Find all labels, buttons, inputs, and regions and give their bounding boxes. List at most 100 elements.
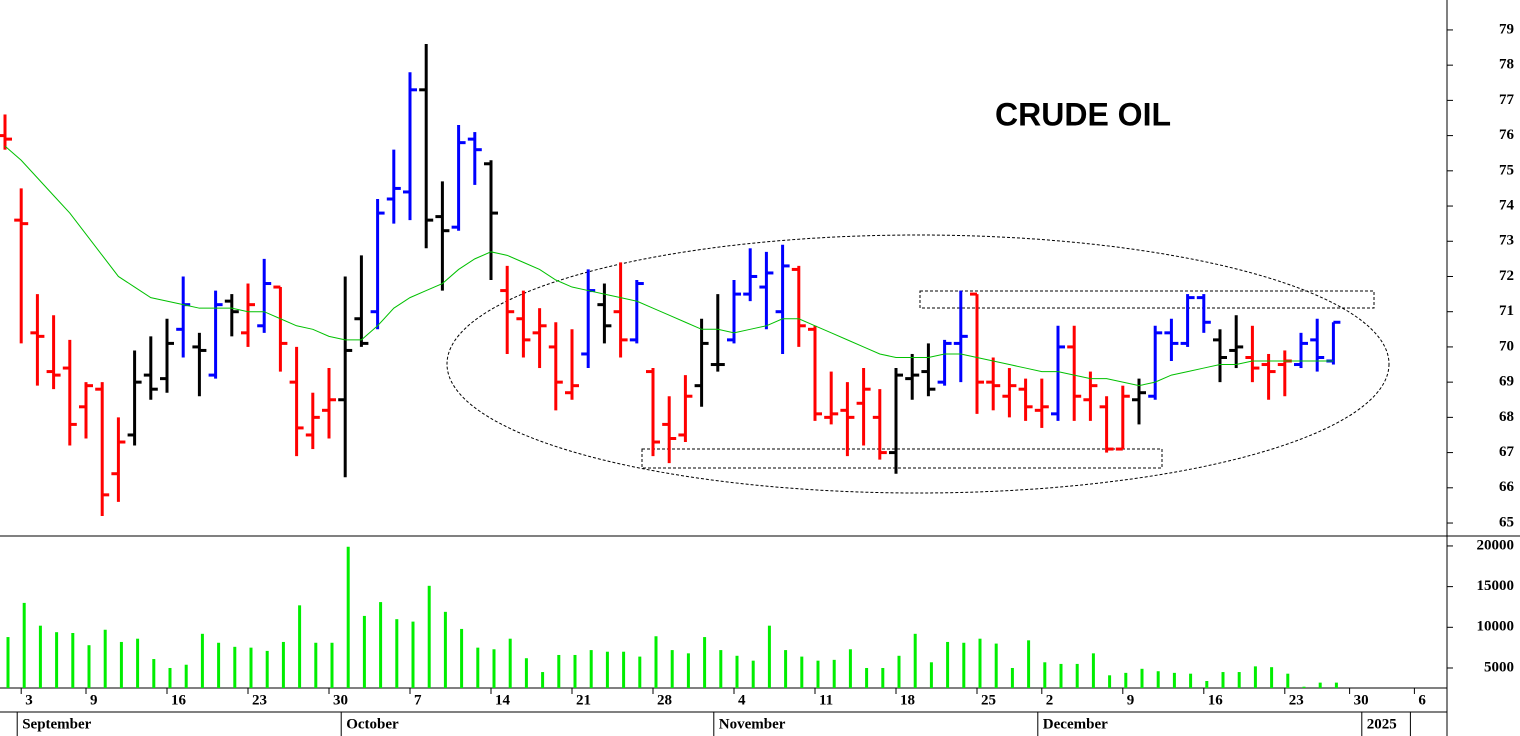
month-label: November	[719, 716, 786, 732]
y-tick-label: 70	[1499, 338, 1514, 354]
y-tick-label: 67	[1499, 444, 1515, 460]
volume-bar	[265, 650, 269, 688]
volume-bar	[670, 650, 674, 688]
x-tick-label: 6	[1418, 692, 1426, 708]
volume-bar	[1318, 682, 1322, 688]
support-zone	[641, 448, 1163, 469]
volume-bar	[508, 638, 512, 688]
volume-bar	[136, 638, 140, 688]
volume-bar	[848, 649, 852, 688]
volume-bar	[119, 641, 123, 688]
volume-bar	[735, 655, 739, 688]
volume-bar	[622, 651, 626, 688]
volume-tick-label: 20000	[1477, 537, 1515, 553]
volume-bar	[184, 664, 188, 688]
x-tick-label: 21	[576, 692, 591, 708]
month-label: October	[346, 716, 399, 732]
volume-bar	[411, 621, 415, 688]
volume-bar	[281, 641, 285, 688]
x-tick-label: 30	[333, 692, 348, 708]
volume-bar	[314, 642, 318, 688]
volume-bar	[427, 585, 431, 688]
x-tick-label: 7	[414, 692, 422, 708]
volume-bar	[703, 637, 707, 688]
volume-bar	[1124, 672, 1128, 688]
y-tick-label: 78	[1499, 57, 1514, 73]
volume-bar	[784, 650, 788, 688]
volume-bar	[719, 650, 723, 688]
volume-bar	[1205, 681, 1209, 688]
volume-bar	[249, 647, 253, 688]
volume-bar	[800, 656, 804, 688]
x-tick-label: 23	[252, 692, 267, 708]
x-tick-label: 23	[1289, 692, 1304, 708]
y-tick-label: 79	[1499, 21, 1514, 37]
volume-bar	[362, 615, 366, 688]
volume-bar	[962, 642, 966, 688]
volume-bar	[1140, 668, 1144, 688]
volume-bar	[994, 643, 998, 688]
volume-bar	[87, 645, 91, 688]
volume-bar	[1010, 667, 1014, 688]
x-tick-label: 14	[495, 692, 511, 708]
volume-bar	[605, 651, 609, 688]
consolidation-ellipse	[446, 234, 1390, 494]
volume-bar	[978, 638, 982, 688]
y-tick-label: 75	[1499, 162, 1514, 178]
volume-bar	[1270, 667, 1274, 688]
volume-bar	[200, 633, 204, 688]
volume-bar	[1302, 686, 1306, 688]
y-tick-label: 72	[1499, 268, 1514, 284]
y-tick-label: 76	[1499, 127, 1515, 143]
x-tick-label: 25	[981, 692, 996, 708]
y-tick-label: 73	[1499, 233, 1514, 249]
volume-bar	[71, 633, 75, 688]
volume-bar	[832, 659, 836, 688]
volume-bar	[1172, 672, 1176, 688]
volume-bar	[168, 667, 172, 688]
volume-bar	[22, 602, 26, 688]
month-label: December	[1043, 716, 1108, 732]
x-tick-label: 30	[1354, 692, 1369, 708]
y-tick-label: 66	[1499, 479, 1515, 495]
volume-bar	[751, 660, 755, 688]
y-tick-label: 69	[1499, 374, 1514, 390]
volume-bar	[1075, 663, 1079, 688]
volume-bar	[897, 655, 901, 688]
y-tick-label: 71	[1499, 303, 1514, 319]
volume-bar	[1059, 663, 1063, 688]
volume-bar	[217, 642, 221, 688]
volume-bar	[1108, 675, 1112, 688]
volume-bar	[881, 667, 885, 688]
volume-bar	[1189, 673, 1193, 688]
volume-bar	[686, 653, 690, 688]
volume-bar	[946, 641, 950, 688]
volume-bar	[638, 656, 642, 688]
x-tick-label: 4	[738, 692, 746, 708]
volume-bar	[395, 619, 399, 688]
chart-title: CRUDE OIL	[995, 96, 1171, 132]
resistance-zone	[919, 290, 1375, 309]
volume-bar	[152, 659, 156, 688]
volume-bar	[443, 611, 447, 688]
volume-bar	[55, 632, 59, 688]
volume-bar	[557, 654, 561, 688]
volume-tick-label: 10000	[1477, 619, 1515, 635]
volume-bar	[492, 649, 496, 688]
volume-bar	[1156, 671, 1160, 688]
volume-bar	[233, 646, 237, 688]
month-label: September	[22, 716, 91, 732]
y-tick-label: 65	[1499, 514, 1514, 530]
x-tick-label: 3	[25, 692, 33, 708]
x-tick-label: 18	[900, 692, 915, 708]
volume-bar	[379, 602, 383, 688]
volume-bar	[38, 625, 42, 688]
volume-bar	[767, 625, 771, 688]
volume-bar	[541, 672, 545, 688]
volume-bar	[1027, 640, 1031, 688]
volume-bar	[1334, 682, 1338, 688]
volume-bar	[524, 658, 528, 688]
x-tick-label: 9	[90, 692, 98, 708]
